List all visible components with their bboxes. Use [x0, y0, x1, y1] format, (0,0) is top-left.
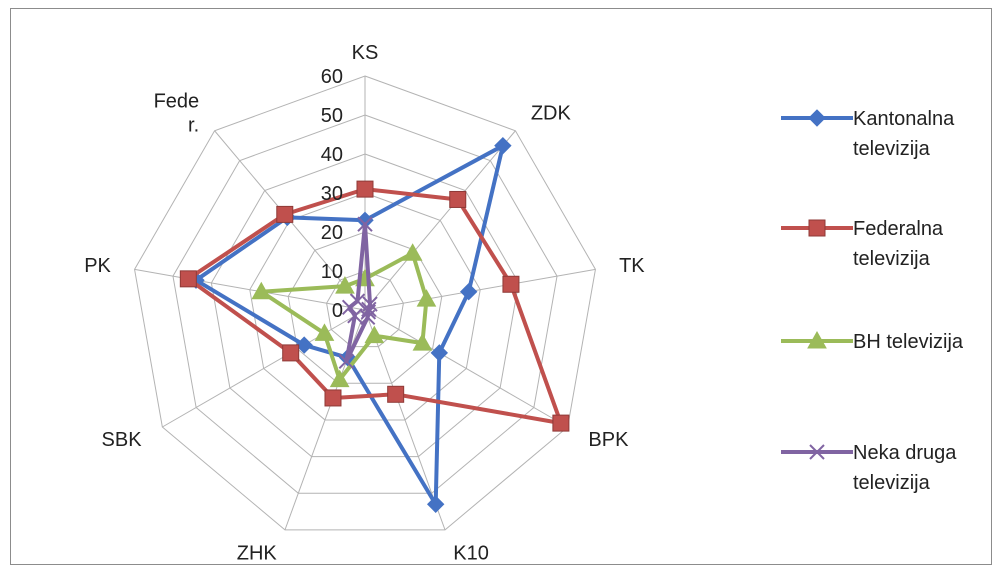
series-line: [186, 187, 563, 426]
legend: Kantonalna televizija Federalna televizija B…: [781, 108, 964, 494]
spoke-line: [364, 309, 446, 531]
data-point: [314, 323, 335, 341]
radar-grid: [134, 75, 596, 531]
category-label: BPK: [588, 429, 629, 451]
data-point: [356, 180, 374, 198]
r-tick-label: 20: [321, 222, 343, 244]
series-2: [179, 180, 570, 432]
legend-label: Kantonalna: [853, 108, 955, 130]
data-point: [251, 281, 272, 300]
data-point: [412, 333, 433, 351]
data-point: [430, 344, 449, 362]
legend-marker: [808, 219, 826, 237]
legend-item: Neka druga televizija: [781, 442, 957, 494]
category-label: K10: [453, 542, 489, 564]
grid-ring: [172, 114, 558, 494]
data-point: [349, 293, 366, 309]
legend-label: televizija: [853, 472, 931, 494]
category-label: TK: [619, 255, 645, 277]
data-point: [449, 190, 467, 208]
data-point: [179, 270, 197, 288]
category-label: r.: [188, 114, 199, 136]
category-label: Fede: [154, 90, 200, 112]
series-line: [194, 143, 505, 507]
data-point: [357, 216, 373, 232]
r-tick-label: 40: [321, 144, 343, 166]
label-layer: KS ZDK TK BPK K10 ZHK SBK PK Feder. 0 10 20 30 40 50 60: [84, 42, 645, 564]
spoke-line: [364, 130, 516, 311]
data-point: [387, 385, 405, 403]
legend-marker: [808, 109, 826, 127]
r-tick-label: 60: [321, 66, 343, 88]
spoke-line: [134, 268, 366, 311]
category-label: ZHK: [237, 542, 278, 564]
data-point: [324, 389, 342, 407]
series-3: [251, 243, 437, 388]
spoke-line: [162, 309, 366, 428]
data-point: [338, 353, 355, 370]
data-point: [347, 308, 363, 324]
category-label: SBK: [102, 429, 143, 451]
spoke-line: [364, 309, 568, 428]
grid-ring: [210, 153, 520, 458]
data-point: [276, 205, 294, 223]
category-label: KS: [352, 42, 379, 64]
legend-item: Kantonalna televizija: [781, 108, 955, 160]
grid-ring: [134, 75, 596, 531]
data-point: [416, 289, 437, 307]
data-point: [295, 336, 313, 354]
data-point: [359, 309, 376, 326]
category-label: ZDK: [531, 102, 572, 124]
r-tick-label: 10: [321, 261, 343, 283]
data-point: [426, 495, 445, 513]
data-point: [364, 325, 385, 344]
legend-item: Federalna televizija: [781, 218, 944, 270]
legend-label: televizija: [853, 248, 931, 270]
series-line: [259, 251, 429, 382]
data-point: [341, 299, 358, 315]
data-point: [459, 283, 478, 301]
data-point: [329, 369, 350, 388]
legend-marker: [807, 330, 827, 349]
grid-ring: [249, 192, 481, 421]
legend-label: BH televizija: [853, 331, 964, 353]
legend-label: televizija: [853, 138, 931, 160]
data-point: [552, 414, 570, 432]
legend-label: Neka druga: [853, 442, 957, 464]
series-layer: [179, 136, 570, 513]
r-tick-label: 0: [332, 300, 343, 322]
data-point: [335, 276, 355, 294]
spoke-line: [364, 268, 596, 311]
legend-label: Federalna: [853, 218, 944, 240]
legend-item: BH televizija: [781, 330, 964, 353]
data-point: [502, 275, 520, 293]
r-tick-label: 30: [321, 183, 343, 205]
category-label: PK: [84, 255, 111, 277]
data-point: [282, 344, 300, 362]
data-point: [494, 136, 512, 155]
legend-marker: [809, 444, 825, 460]
data-point: [402, 243, 423, 261]
r-tick-label: 50: [321, 105, 343, 127]
series-4: [338, 216, 378, 370]
